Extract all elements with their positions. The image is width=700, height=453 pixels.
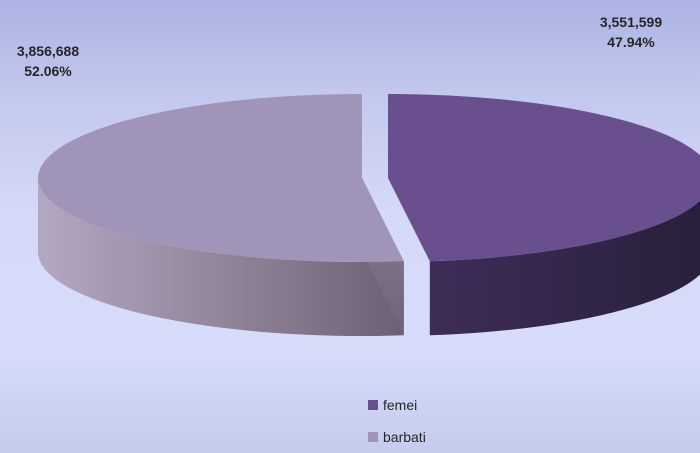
slice-barbati-side xyxy=(38,178,404,337)
data-label-barbati-percent: 52.06% xyxy=(24,63,72,79)
legend: femei barbati xyxy=(368,395,426,453)
data-label-barbati: 3,856,688 52.06% xyxy=(0,41,108,81)
data-label-femei-value: 3,551,599 xyxy=(599,14,663,30)
legend-label-barbati: barbati xyxy=(383,429,426,445)
slice-femei-side xyxy=(429,200,700,336)
slice-barbati xyxy=(38,94,404,262)
legend-swatch-femei xyxy=(368,400,378,410)
data-label-barbati-value: 3,856,688 xyxy=(16,43,80,59)
legend-item-barbati: barbati xyxy=(368,427,426,447)
data-label-femei-percent: 47.94% xyxy=(607,34,655,50)
legend-label-femei: femei xyxy=(383,397,418,413)
data-label-femei: 3,551,599 47.94% xyxy=(571,12,691,52)
legend-item-femei: femei xyxy=(368,395,426,415)
slice-femei xyxy=(388,94,700,262)
legend-swatch-barbati xyxy=(368,432,378,442)
